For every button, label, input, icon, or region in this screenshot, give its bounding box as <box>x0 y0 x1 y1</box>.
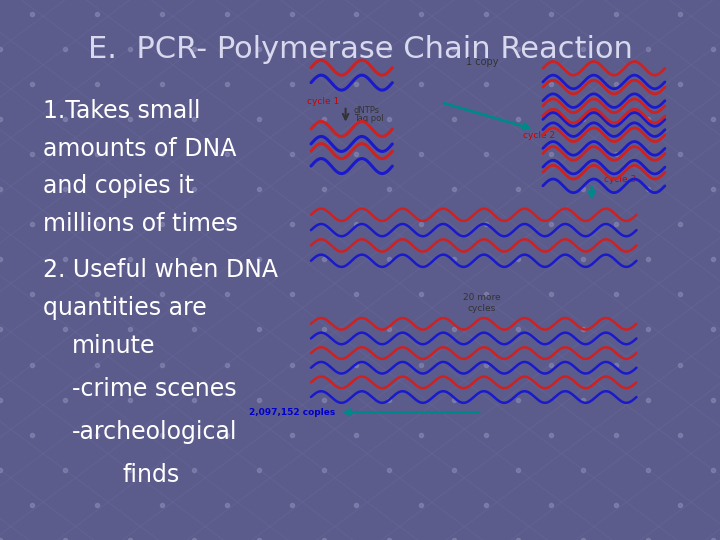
Text: cycle 3: cycle 3 <box>604 176 636 185</box>
Text: and copies it: and copies it <box>43 174 194 198</box>
Text: -crime scenes: -crime scenes <box>72 377 237 401</box>
Text: 1 copy: 1 copy <box>466 57 498 67</box>
Text: 2,097,152 coples: 2,097,152 coples <box>249 408 336 417</box>
Text: 20 more: 20 more <box>463 293 500 302</box>
Text: 1.Takes small: 1.Takes small <box>43 99 201 123</box>
Text: minute: minute <box>72 334 156 357</box>
Text: dNTPs: dNTPs <box>354 106 380 114</box>
Text: quantities are: quantities are <box>43 296 207 320</box>
Text: amounts of DNA: amounts of DNA <box>43 137 237 160</box>
Text: cycle 2: cycle 2 <box>523 131 554 140</box>
Text: cycles: cycles <box>468 304 496 313</box>
Text: E.  PCR- Polymerase Chain Reaction: E. PCR- Polymerase Chain Reaction <box>88 35 632 64</box>
Text: 2. Useful when DNA: 2. Useful when DNA <box>43 258 278 282</box>
Text: cycle 1: cycle 1 <box>307 97 340 106</box>
Text: millions of times: millions of times <box>43 212 238 236</box>
Text: finds: finds <box>122 463 180 487</box>
Text: -archeological: -archeological <box>72 420 238 444</box>
Text: Taq pol: Taq pol <box>354 114 383 123</box>
